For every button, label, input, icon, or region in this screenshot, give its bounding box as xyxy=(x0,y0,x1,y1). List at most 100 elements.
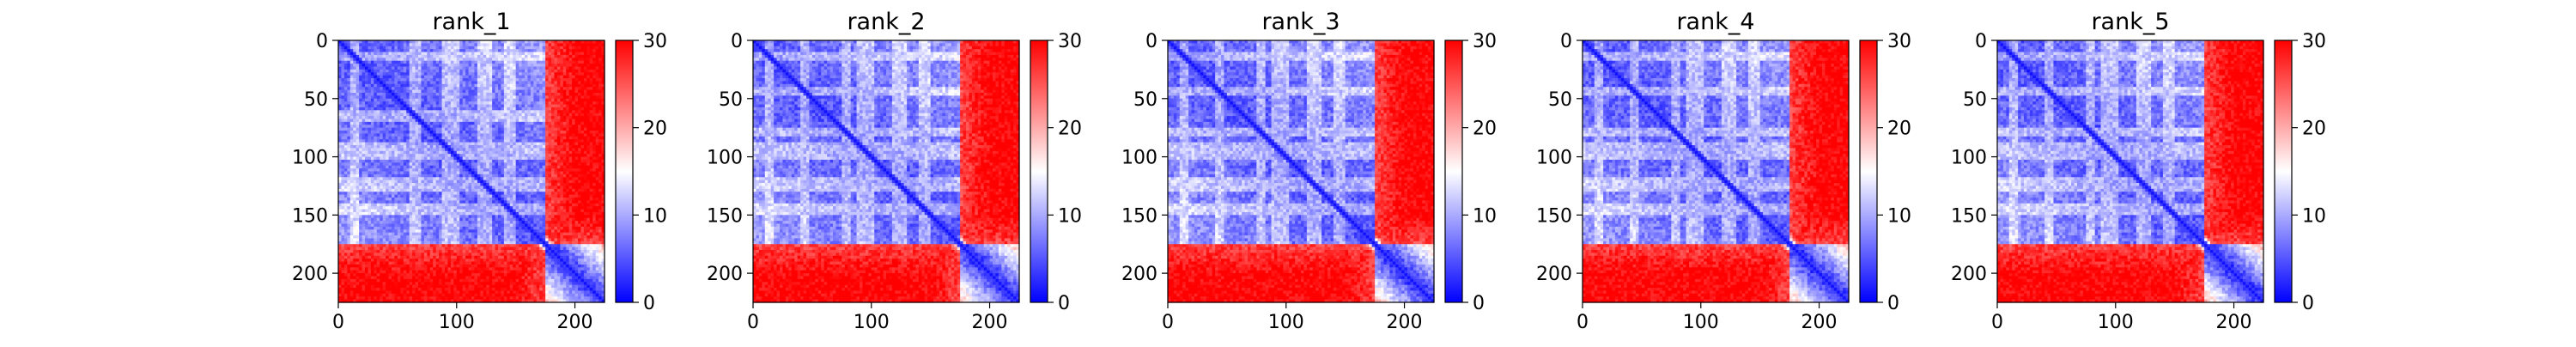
heatmap-cell xyxy=(370,58,374,62)
heatmap-cell xyxy=(421,69,425,73)
heatmap-cell xyxy=(439,43,443,47)
heatmap-cell xyxy=(361,83,366,88)
heatmap-cell xyxy=(355,49,360,53)
heatmap-cell xyxy=(370,69,374,73)
heatmap-cell xyxy=(365,69,369,73)
heatmap-cell xyxy=(586,69,591,73)
heatmap-cell xyxy=(359,49,363,53)
heatmap-cell xyxy=(392,46,396,50)
heatmap-cell xyxy=(548,58,552,62)
heatmap-cell xyxy=(519,75,523,79)
heatmap-cell xyxy=(509,52,513,56)
heatmap-cell xyxy=(574,89,579,94)
heatmap-cell xyxy=(468,69,472,73)
heatmap-cell xyxy=(400,89,404,94)
heatmap-cell xyxy=(480,98,484,102)
heatmap-cell xyxy=(556,87,561,91)
heatmap-cell xyxy=(495,54,499,58)
heatmap-cell xyxy=(382,87,386,91)
heatmap-cell xyxy=(539,58,544,62)
heatmap-cell xyxy=(486,52,490,56)
heatmap-cell xyxy=(341,83,345,88)
heatmap-cell xyxy=(441,49,446,53)
heatmap-cell xyxy=(580,52,585,56)
heatmap-cell xyxy=(601,98,605,102)
heatmap-cell xyxy=(515,49,519,53)
heatmap-cell xyxy=(429,52,434,56)
heatmap-cell xyxy=(595,60,599,64)
heatmap-cell xyxy=(462,46,466,50)
heatmap-cell xyxy=(554,69,558,73)
heatmap-cell xyxy=(374,46,378,50)
heatmap-cell xyxy=(527,60,532,64)
heatmap-cell xyxy=(513,60,517,64)
heatmap-cell xyxy=(471,83,476,88)
heatmap-cell xyxy=(400,83,404,88)
heatmap-cell xyxy=(492,54,496,58)
heatmap-cell xyxy=(568,54,573,58)
heatmap-cell xyxy=(536,43,540,47)
heatmap-cell xyxy=(392,49,396,53)
heatmap-cell xyxy=(403,40,407,44)
heatmap-cell xyxy=(409,52,413,56)
heatmap-cell xyxy=(368,58,372,62)
heatmap-cell xyxy=(415,83,419,88)
heatmap-cell xyxy=(441,60,446,64)
heatmap-cell xyxy=(429,58,434,62)
heatmap-cell xyxy=(586,58,591,62)
heatmap-cell xyxy=(572,49,576,53)
heatmap-cell xyxy=(503,49,507,53)
heatmap-cell xyxy=(347,93,351,96)
heatmap-cell xyxy=(427,43,431,47)
heatmap-cell xyxy=(519,43,523,47)
heatmap-cell xyxy=(483,72,487,76)
heatmap-cell xyxy=(471,95,476,100)
heatmap-cell xyxy=(394,78,398,82)
heatmap-cell xyxy=(503,89,507,94)
heatmap-cell xyxy=(562,58,567,62)
heatmap-cell xyxy=(598,75,603,79)
heatmap-cell xyxy=(465,52,470,56)
heatmap-cell xyxy=(572,66,576,70)
heatmap-cell xyxy=(495,46,499,50)
heatmap-cell xyxy=(480,75,484,79)
heatmap-cell xyxy=(361,49,366,53)
heatmap-cell xyxy=(530,52,534,56)
heatmap-cell xyxy=(471,89,476,94)
heatmap-cell xyxy=(341,93,345,96)
heatmap-cell xyxy=(583,58,587,62)
heatmap-cell xyxy=(465,60,470,64)
heatmap-cell xyxy=(441,64,446,68)
heatmap-cell xyxy=(400,78,404,82)
heatmap-cell xyxy=(347,75,351,79)
heatmap-cell xyxy=(435,87,440,91)
heatmap-cell xyxy=(601,78,605,82)
heatmap-cell xyxy=(580,58,585,62)
heatmap-cell xyxy=(501,75,505,79)
heatmap-cell xyxy=(445,52,449,56)
heatmap-cell xyxy=(418,81,422,85)
heatmap-cell xyxy=(589,40,593,44)
heatmap-cell xyxy=(370,75,374,79)
heatmap-cell xyxy=(556,81,561,85)
heatmap-cell xyxy=(509,78,513,82)
heatmap-cell xyxy=(539,40,544,44)
heatmap-cell xyxy=(382,54,386,58)
heatmap-cell xyxy=(489,75,493,79)
heatmap-cell xyxy=(397,46,401,50)
heatmap-cell xyxy=(409,95,413,100)
heatmap-cell xyxy=(380,98,384,102)
heatmap-cell xyxy=(453,78,458,82)
heatmap-cell xyxy=(406,87,410,91)
heatmap-cell xyxy=(492,58,496,62)
heatmap-cell xyxy=(361,89,366,94)
heatmap-cell xyxy=(421,81,425,85)
heatmap-cell xyxy=(503,54,507,58)
heatmap-cell xyxy=(427,98,431,102)
heatmap-cell xyxy=(450,69,454,73)
heatmap-cell xyxy=(468,87,472,91)
heatmap-cell xyxy=(349,95,354,100)
heatmap-cell xyxy=(365,66,369,70)
heatmap-cell xyxy=(338,58,343,62)
heatmap-cell xyxy=(583,64,587,68)
